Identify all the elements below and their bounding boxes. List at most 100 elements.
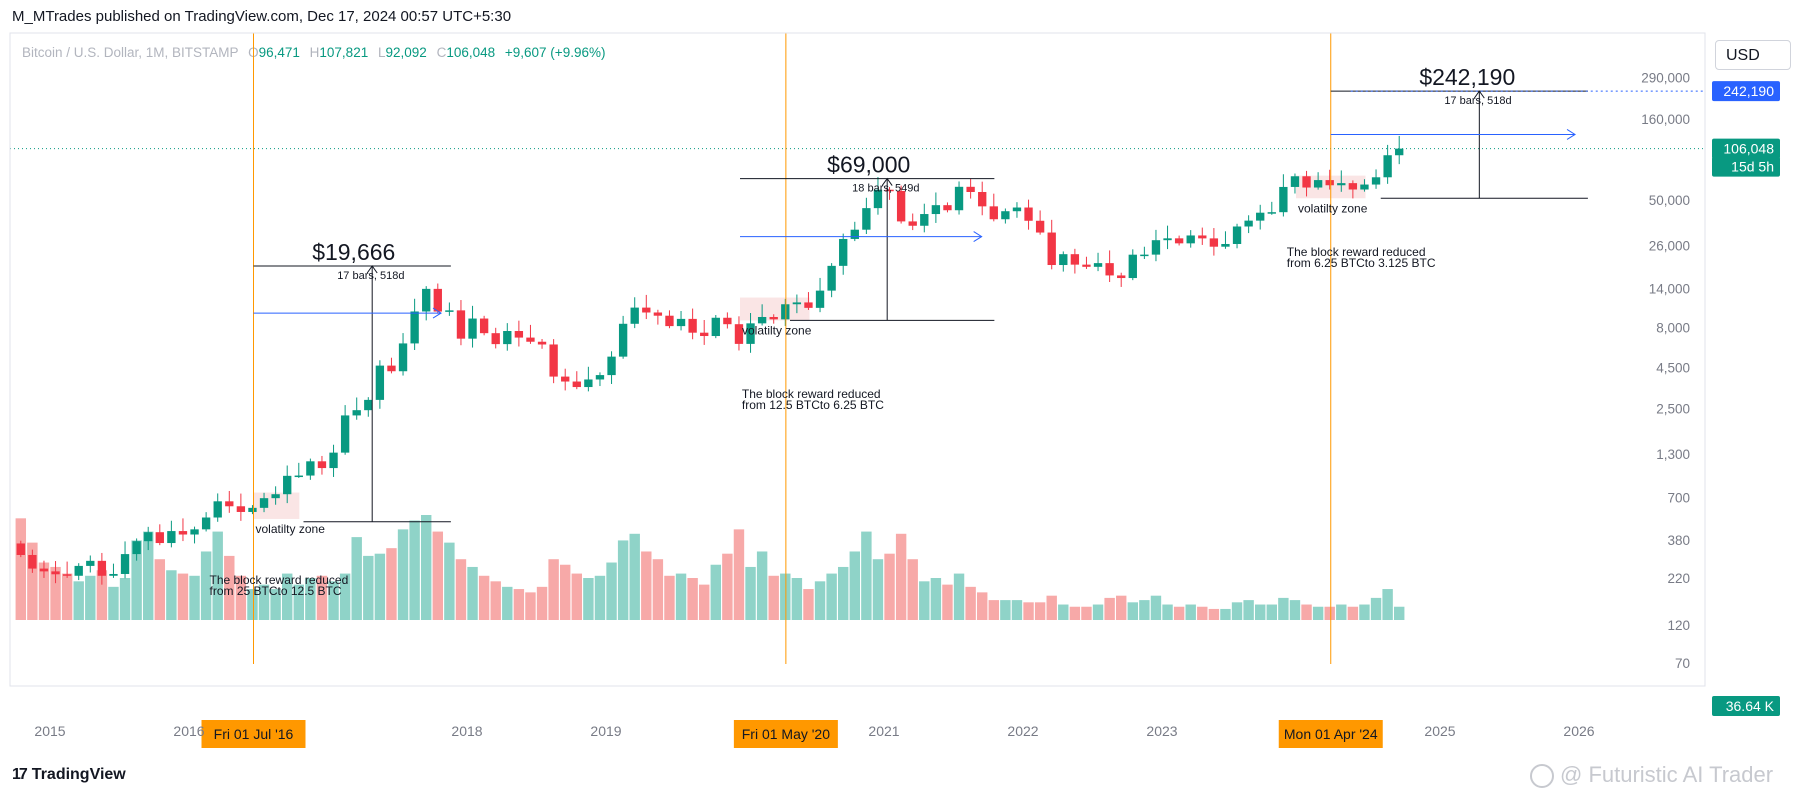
symbol-name[interactable]: Bitcoin / U.S. Dollar, 1M, BITSTAMP (22, 45, 239, 60)
candle-body (1290, 176, 1300, 187)
candle-body (1337, 183, 1346, 186)
volume-bar (1254, 604, 1266, 620)
candle-body (607, 356, 616, 376)
candle-body (132, 541, 141, 555)
candle-body (1221, 243, 1230, 247)
price-tick-label: 2,500 (1656, 402, 1690, 417)
volume-bar (154, 559, 166, 620)
candle-body (28, 554, 37, 569)
time-tick-label: 2025 (1424, 723, 1455, 739)
candle-body (248, 507, 257, 512)
volume-bar (374, 553, 386, 620)
volume-bar (513, 589, 525, 620)
volume-bar (617, 540, 629, 620)
candle-body (144, 532, 153, 542)
volume-bar (38, 562, 50, 620)
halving-date-label: Fri 01 Jul '16 (214, 726, 294, 742)
bars-duration-label: 17 bars, 518d (1444, 95, 1511, 107)
price-axis[interactable]: 70 120 220 380 700 1,300 2,500 4,500 8,000 14,000… (1641, 71, 1780, 716)
time-axis[interactable]: Fri 01 Jul '16 Fri 01 May '20 Mon 01 Apr '… (9, 32, 1706, 748)
candle-body (445, 310, 454, 312)
volume-bar (432, 531, 444, 620)
volume-bar (305, 578, 316, 620)
currency-button[interactable]: USD (1715, 40, 1791, 70)
volume-bar (1243, 600, 1254, 620)
candle-body (584, 379, 593, 388)
volatility-zone-label: volatilty zone (742, 323, 812, 337)
volume-bar (1393, 606, 1405, 620)
candle-body (398, 343, 408, 372)
candle-body (1174, 238, 1184, 244)
candle-body (862, 208, 871, 230)
volume-bar (1034, 602, 1046, 620)
candle-body (1371, 177, 1381, 185)
candle-body (86, 560, 95, 566)
volume-bar (293, 584, 305, 620)
candle-body (885, 189, 894, 192)
halving-note: from 25 BTCto 12.5 BTC (210, 584, 342, 598)
volume-bar (270, 589, 281, 620)
candle-body (1117, 275, 1126, 279)
time-tick-label: 2021 (868, 723, 899, 739)
volume-bar (687, 578, 698, 620)
candle-body (688, 318, 697, 333)
candle-body (989, 206, 998, 220)
tradingview-logo[interactable]: 17 TradingView (12, 766, 126, 784)
tradingview-brand: TradingView (31, 766, 126, 783)
volume-bar (571, 573, 583, 620)
candle-body (236, 506, 246, 512)
price-tick-label: 120 (1667, 618, 1690, 633)
tradingview-logo-icon: 17 (12, 766, 28, 783)
candle-body (1244, 220, 1253, 227)
candle-body (456, 310, 466, 339)
volume-bar (826, 573, 837, 620)
volume-bar (536, 586, 548, 620)
symbol-legend: Bitcoin / U.S. Dollar, 1M, BITSTAMP O96,… (22, 45, 605, 60)
volume-bar (27, 542, 38, 620)
volatility-zone-label: volatilty zone (256, 522, 326, 536)
volume-bar (884, 553, 895, 620)
target-price-badge-text: 242,190 (1723, 83, 1774, 99)
candle-body (908, 221, 917, 226)
volume-bar (583, 578, 594, 620)
candle-body (757, 316, 767, 324)
candle-body (561, 376, 570, 382)
candle-body (630, 307, 639, 324)
candle-body (1186, 235, 1195, 244)
volume-bar (837, 566, 849, 620)
time-tick-label: 2019 (590, 723, 621, 739)
range-arrow-head (1473, 90, 1485, 99)
volume-bar (1324, 606, 1335, 620)
candle-body (74, 565, 83, 576)
candle-body (711, 317, 720, 337)
candle-body (51, 571, 60, 575)
candle-body (1209, 238, 1219, 247)
candle-body (410, 311, 419, 344)
volatility-zone-label: volatilty zone (1298, 201, 1368, 215)
time-tick-label: 2015 (34, 723, 65, 739)
candle-body (433, 288, 442, 312)
volume-bar (166, 570, 177, 620)
time-tick-label: 2022 (1007, 723, 1038, 739)
candle-body (954, 186, 964, 211)
volume-bar (339, 573, 351, 620)
candle-body (1105, 263, 1114, 276)
volume-bar (328, 581, 339, 620)
candle-body (1267, 212, 1276, 214)
candle-body (364, 399, 373, 411)
candle-body (665, 315, 674, 327)
candle-body (746, 323, 755, 344)
volume-bar (1278, 597, 1289, 620)
candle-body (1163, 238, 1172, 241)
volume-bar (1312, 606, 1324, 620)
volume-bar (594, 575, 606, 620)
candle-body (734, 324, 744, 344)
volume-bar (1046, 595, 1057, 620)
candle-body (375, 365, 385, 400)
candle-body (491, 333, 500, 345)
time-tick-label: 2026 (1563, 723, 1594, 739)
candle-body (329, 452, 338, 469)
volume-bar (965, 586, 976, 620)
